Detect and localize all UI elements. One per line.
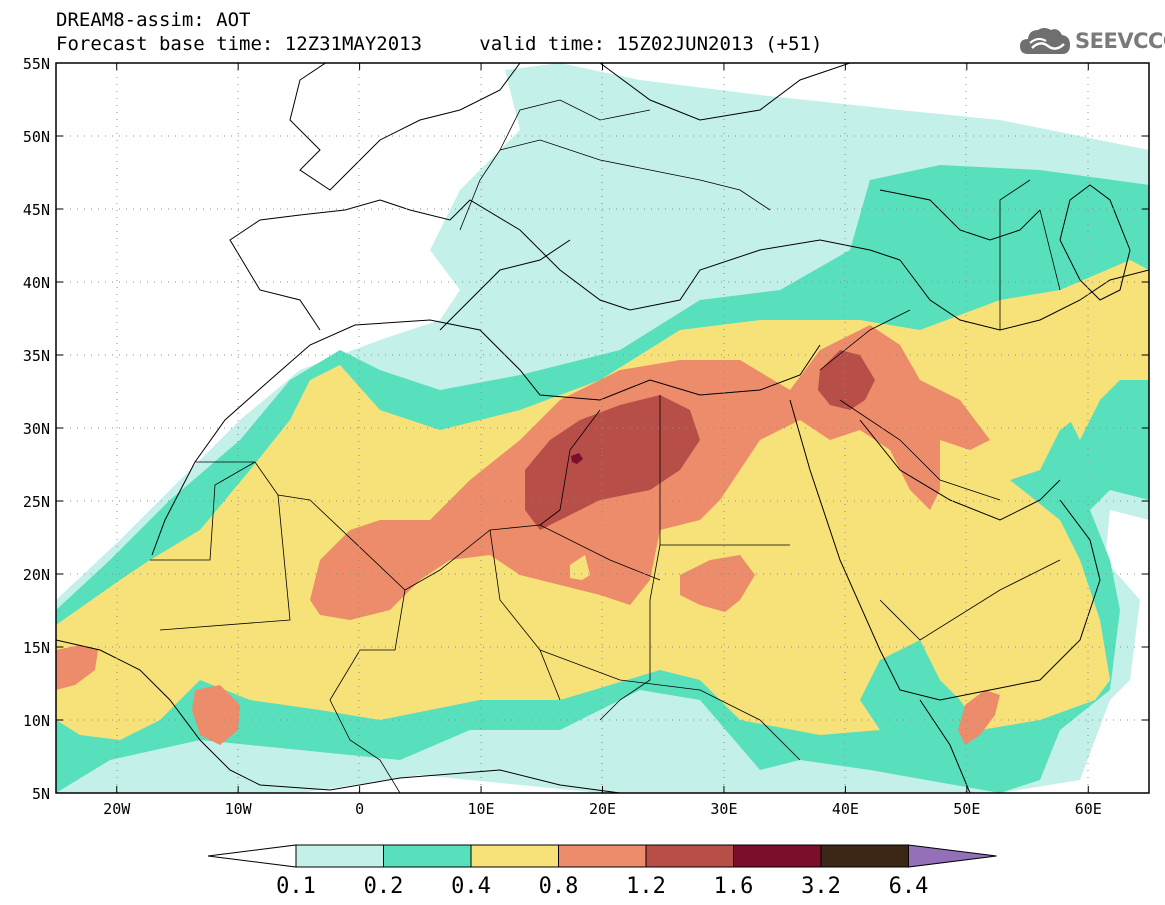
- aot-band-0.4-iran: [1070, 290, 1149, 440]
- lon-label: 30E: [710, 800, 737, 818]
- colorbar-swatch: [470, 844, 559, 868]
- country-borders: [150, 99, 1061, 793]
- aot-band-1.6: [571, 453, 583, 464]
- aot-band-1.2-iraq: [818, 350, 875, 410]
- lon-label: 20W: [103, 800, 131, 818]
- grid-lines: [56, 63, 1149, 793]
- forecast-time-line: Forecast base time: 12Z31MAY2013 valid t…: [56, 33, 822, 55]
- aot-band-0.8-somalia: [958, 690, 1000, 745]
- map-title: DREAM8-assim: AOT: [56, 9, 251, 31]
- colorbar-swatch: [295, 844, 384, 868]
- lon-label: 20E: [589, 800, 616, 818]
- colorbar-over-arrow: [908, 844, 997, 868]
- colorbar-tick-label: 0.2: [364, 874, 404, 899]
- valid-time-label: valid time: 15Z02JUN2013 (+51): [479, 33, 823, 55]
- colorbar-under-arrow: [207, 844, 297, 868]
- lat-label: 10N: [23, 712, 50, 730]
- colorbar-swatch: [383, 844, 472, 868]
- colorbar-tick-label: 1.2: [626, 874, 666, 899]
- lat-label: 20N: [23, 566, 50, 584]
- logo-text: SEEVCCC: [1075, 29, 1165, 53]
- lat-label: 15N: [23, 639, 50, 657]
- lat-label: 40N: [23, 274, 50, 292]
- colorbar-tick-label: 3.2: [801, 874, 841, 899]
- lat-label: 45N: [23, 201, 50, 219]
- lat-label: 5N: [32, 785, 50, 803]
- colorbar-tick-label: 1.6: [714, 874, 754, 899]
- lon-label: 50E: [953, 800, 980, 818]
- lat-label: 50N: [23, 128, 50, 146]
- lat-label: 55N: [23, 55, 50, 73]
- cloud-icon: [1020, 28, 1070, 54]
- lat-label: 35N: [23, 347, 50, 365]
- colorbar-tick-label: 0.8: [539, 874, 579, 899]
- colorbar-tick-label: 0.4: [451, 874, 491, 899]
- lon-label: 10E: [468, 800, 495, 818]
- seevccc-logo: SEEVCCC: [1018, 24, 1165, 58]
- lat-label: 30N: [23, 420, 50, 438]
- colorbar-tick-label: 6.4: [889, 874, 929, 899]
- colorbar-tick-label: 0.1: [276, 874, 316, 899]
- colorbar-swatch: [820, 844, 909, 868]
- lat-label: 25N: [23, 493, 50, 511]
- aot-band-0.8-westafrica: [56, 645, 98, 690]
- lon-label: 40E: [832, 800, 859, 818]
- aot-band-0.8-sudan: [680, 555, 755, 612]
- lon-label: 10W: [225, 800, 253, 818]
- longitude-axis: 20W 10W 0 10E 20E 30E 40E 50E 60E: [103, 63, 1102, 818]
- colorbar-swatch: [733, 844, 822, 868]
- aot-band-1.2-libya: [525, 395, 700, 530]
- latitude-axis: 55N 50N 45N 40N 35N 30N 25N 20N 15N 10N 5N: [23, 55, 1149, 803]
- colorbar-swatch: [558, 844, 647, 868]
- colorbar: 0.1 0.2 0.4 0.8 1.2 1.6 3.2 6.4: [207, 844, 997, 899]
- aot-band-0.8-guinea: [192, 685, 240, 745]
- lon-label: 0: [355, 800, 364, 818]
- lon-label: 60E: [1075, 800, 1102, 818]
- base-time-label: Forecast base time: 12Z31MAY2013: [56, 33, 423, 55]
- colorbar-swatch: [645, 844, 734, 868]
- coastlines: [56, 63, 1149, 793]
